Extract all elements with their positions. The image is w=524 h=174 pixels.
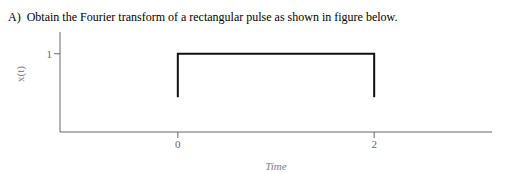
svg-text:Time: Time [265, 160, 287, 170]
svg-text:0: 0 [175, 138, 181, 150]
svg-text:1: 1 [47, 48, 53, 60]
svg-text:2: 2 [371, 138, 377, 150]
html-text:A) Obtain the Fourier transfor: A) Obtain the Fourier transform of a rec… [8, 10, 398, 24]
svg-text:x(t): x(t) [14, 66, 27, 82]
